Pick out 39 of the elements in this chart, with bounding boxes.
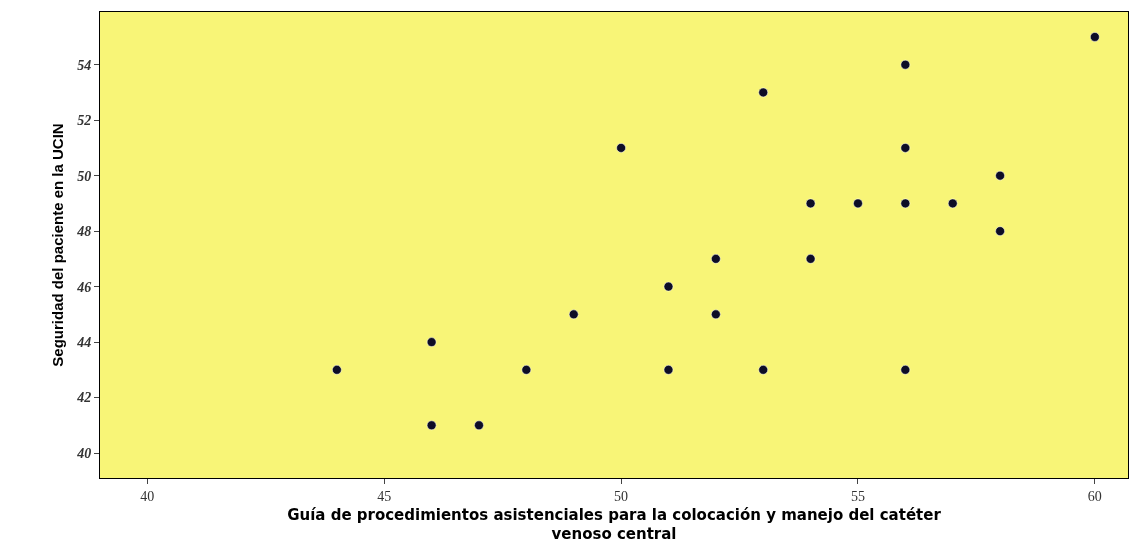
y-tick-label: 40 — [76, 445, 92, 461]
point — [663, 281, 674, 292]
point — [995, 226, 1005, 236]
point — [711, 254, 721, 264]
y-tick-label: 50 — [77, 168, 92, 184]
point — [474, 420, 484, 431]
y-tick-label: 52 — [77, 113, 92, 129]
point — [900, 143, 911, 153]
point — [1090, 32, 1100, 42]
x-tick-label: 50 — [614, 488, 629, 504]
point — [900, 198, 911, 209]
y-tick-label: 54 — [77, 57, 92, 73]
point — [758, 87, 768, 98]
x-axis-title: Guía de procedimientos asistenciales para la colocación y manejo del catéter venoso central — [287, 505, 942, 544]
point — [663, 365, 674, 375]
point — [853, 198, 863, 209]
x-tick-label: 55 — [850, 488, 865, 504]
point — [995, 170, 1005, 181]
point — [758, 365, 768, 375]
point — [900, 59, 911, 70]
y-tick-label: 42 — [76, 390, 92, 406]
x-tick-label: 40 — [140, 488, 155, 504]
point — [805, 254, 816, 264]
x-tick-label: 45 — [377, 488, 392, 504]
y-tick-label: 46 — [76, 279, 92, 295]
point — [805, 198, 816, 209]
point — [900, 365, 911, 375]
point — [711, 309, 721, 320]
point — [332, 365, 342, 375]
point — [521, 365, 532, 375]
point — [568, 309, 579, 320]
point — [947, 198, 958, 209]
point — [426, 337, 437, 347]
point — [616, 143, 626, 153]
y-axis-title: Seguridad del paciente en la UCIN — [49, 123, 67, 367]
y-tick-label: 48 — [76, 224, 92, 240]
y-tick-label: 44 — [76, 334, 92, 350]
point — [426, 420, 437, 431]
x-tick-label: 60 — [1087, 488, 1102, 504]
